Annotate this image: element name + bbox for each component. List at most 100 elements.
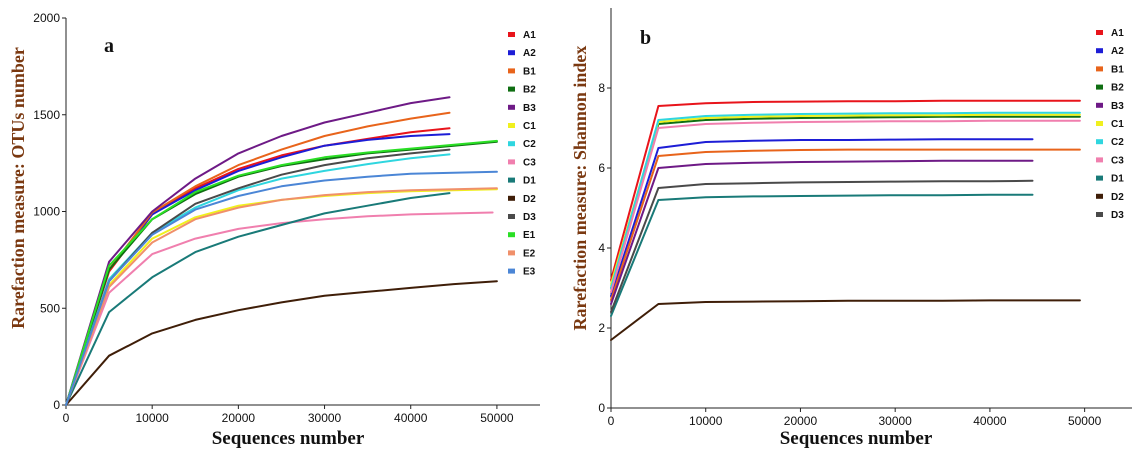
- legend-swatch-b1: [1096, 66, 1103, 72]
- legend-swatch-a2: [1096, 48, 1103, 54]
- legend-swatch-b2: [1096, 84, 1103, 90]
- legend-label-d3: D3: [523, 212, 536, 223]
- y-axis-title: Rarefaction measure: Shannon index: [570, 46, 590, 331]
- x-tick-label: 50000: [1068, 414, 1102, 428]
- legend-swatch-c1: [1096, 121, 1103, 126]
- series-line-d3: [65, 148, 451, 406]
- legend-label-a1: A1: [1111, 28, 1124, 39]
- legend-label-c2: C2: [523, 139, 536, 150]
- x-tick-label: 0: [608, 414, 615, 428]
- x-tick-label: 20000: [222, 411, 256, 425]
- legend-label-a1: A1: [523, 30, 536, 41]
- legend-swatch-a2: [508, 50, 515, 56]
- panel-b-shannon-chart: 0 2 4 6 8 0 10000 20000 30000 40000 50000 A1 A2 B1 B2 B…: [570, 8, 1132, 449]
- series-line-a2: [610, 138, 1034, 297]
- x-tick-label: 30000: [308, 411, 342, 425]
- legend-label-b1: B1: [523, 66, 536, 77]
- legend-swatch-c2: [1096, 139, 1103, 145]
- legend-label-b2: B2: [523, 85, 536, 96]
- series-line-a1: [610, 99, 1081, 281]
- x-tick-label: 40000: [394, 411, 428, 425]
- legend-label-b3: B3: [523, 103, 536, 114]
- legend-swatch-b3: [1096, 102, 1103, 108]
- legend-swatch-d2: [508, 195, 515, 201]
- series-line-b1: [65, 111, 451, 406]
- legend-label-d1: D1: [1111, 174, 1124, 185]
- legend-label-c3: C3: [1111, 155, 1124, 166]
- series-line-d2: [65, 280, 498, 406]
- x-tick-label: 50000: [480, 411, 514, 425]
- legend-label-b1: B1: [1111, 64, 1124, 75]
- legend-label-e1: E1: [523, 230, 536, 241]
- legend-swatch-c3: [1096, 157, 1103, 163]
- legend-label-d3: D3: [1111, 210, 1124, 221]
- y-tick-label: 0: [53, 398, 60, 412]
- legend-label-c2: C2: [1111, 137, 1124, 148]
- series-line-b3: [610, 159, 1034, 305]
- series-line-c1: [65, 188, 498, 406]
- legend-label-a2: A2: [523, 48, 536, 59]
- legend-label-e2: E2: [523, 248, 536, 259]
- series-line-e1: [65, 139, 498, 406]
- panel-letter: a: [104, 35, 114, 57]
- legend-swatch-d1: [1096, 175, 1103, 181]
- legend-label-e3: E3: [523, 267, 536, 278]
- legend-swatch-b1: [508, 68, 515, 74]
- legend-swatch-b3: [508, 104, 515, 110]
- legend-swatch-a1: [508, 32, 515, 37]
- legend-swatch-c3: [508, 159, 515, 165]
- legend-swatch-e2: [508, 250, 515, 256]
- y-tick-label: 500: [40, 301, 60, 315]
- legend-swatch-d2: [1096, 193, 1103, 199]
- y-tick-label: 1000: [33, 205, 60, 219]
- legend-label-d2: D2: [523, 194, 536, 205]
- series-line-c3: [610, 119, 1081, 293]
- legend-label-a2: A2: [1111, 46, 1124, 57]
- x-tick-label: 0: [63, 411, 70, 425]
- x-tick-label: 40000: [973, 414, 1007, 428]
- series-line-e3: [65, 170, 498, 406]
- series-line-c2: [610, 111, 1081, 289]
- x-tick-label: 10000: [689, 414, 723, 428]
- legend-label-b3: B3: [1111, 101, 1124, 112]
- y-axis-title: Rarefaction measure: OTUs number: [8, 47, 28, 329]
- legend-swatch-e1: [508, 232, 515, 238]
- series-line-d1: [65, 192, 451, 406]
- series-line-d2: [610, 299, 1081, 341]
- legend-swatch-d1: [508, 177, 515, 183]
- legend-label-d1: D1: [523, 176, 536, 187]
- x-axis-title: Sequences number: [780, 428, 933, 449]
- x-tick-label: 30000: [878, 414, 912, 428]
- series-line-b2: [610, 115, 1081, 289]
- y-tick-label: 0: [598, 401, 605, 415]
- legend-swatch-a1: [1096, 30, 1103, 35]
- legend-swatch-c2: [508, 141, 515, 147]
- legend-swatch-c1: [508, 123, 515, 128]
- legend-swatch-e3: [508, 268, 515, 274]
- legend-swatch-d3: [508, 214, 515, 219]
- series-line-c1: [610, 113, 1081, 285]
- legend-label-c1: C1: [1111, 119, 1124, 130]
- series-line-e2: [65, 187, 498, 406]
- y-tick-label: 2: [598, 321, 605, 335]
- series-line-b3: [65, 96, 451, 406]
- legend-label-c3: C3: [523, 157, 536, 168]
- legend-label-d2: D2: [1111, 192, 1124, 203]
- series-line-d3: [610, 179, 1034, 313]
- x-tick-label: 20000: [784, 414, 818, 428]
- x-axis-title: Sequences number: [212, 428, 365, 449]
- legend-label-b2: B2: [1111, 83, 1124, 94]
- series-line-d1: [610, 193, 1034, 317]
- series-line-c3: [65, 211, 494, 406]
- series-line-b1: [610, 148, 1081, 301]
- legend-swatch-b2: [508, 86, 515, 92]
- legend-swatch-d3: [1096, 212, 1103, 217]
- y-tick-label: 2000: [33, 11, 60, 25]
- y-tick-label: 1500: [33, 108, 60, 122]
- x-tick-label: 10000: [135, 411, 169, 425]
- legend-label-c1: C1: [523, 121, 536, 132]
- y-tick-label: 4: [598, 241, 605, 255]
